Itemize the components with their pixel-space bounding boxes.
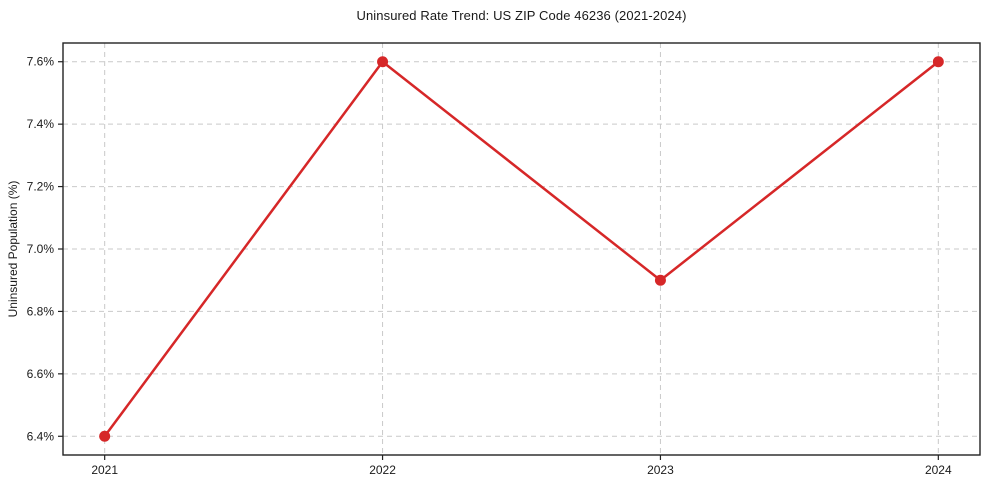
y-tick-label: 7.4% bbox=[27, 117, 55, 131]
y-tick-label: 6.6% bbox=[27, 367, 55, 381]
x-tick-label: 2024 bbox=[925, 463, 952, 477]
y-tick-label: 6.4% bbox=[27, 429, 55, 443]
data-point-2022 bbox=[377, 56, 389, 68]
trend-line bbox=[103, 60, 940, 438]
x-tick-label: 2021 bbox=[91, 463, 118, 477]
plot-border bbox=[62, 42, 981, 456]
y-tick-label: 7.6% bbox=[27, 55, 55, 69]
x-tick-label: 2023 bbox=[647, 463, 674, 477]
y-tick-label: 7.2% bbox=[27, 180, 55, 194]
data-point-2023 bbox=[654, 274, 666, 286]
data-point-2024 bbox=[932, 56, 944, 68]
y-tick-label: 7.0% bbox=[27, 242, 55, 256]
y-tick-label: 6.8% bbox=[27, 304, 55, 318]
data-point-2021 bbox=[99, 430, 111, 442]
chart-title: Uninsured Rate Trend: US ZIP Code 46236 … bbox=[356, 8, 687, 23]
x-tick-label: 2022 bbox=[369, 463, 396, 477]
